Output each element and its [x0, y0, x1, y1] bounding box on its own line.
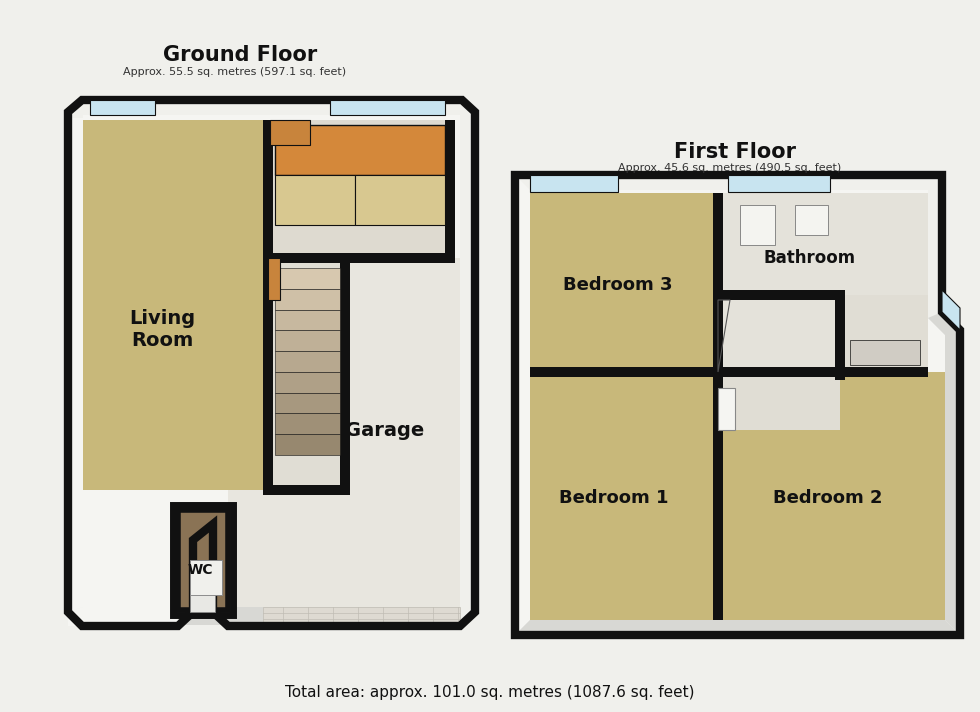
Polygon shape	[268, 253, 450, 263]
Polygon shape	[795, 205, 828, 235]
Text: Bathroom: Bathroom	[764, 249, 857, 267]
Polygon shape	[263, 120, 273, 490]
Polygon shape	[718, 290, 845, 300]
Polygon shape	[275, 392, 340, 414]
Polygon shape	[68, 118, 83, 612]
Polygon shape	[270, 120, 310, 145]
Polygon shape	[83, 115, 460, 607]
Text: Living
Room: Living Room	[129, 310, 195, 350]
Polygon shape	[530, 193, 718, 372]
Polygon shape	[83, 607, 228, 625]
Polygon shape	[530, 367, 928, 377]
Polygon shape	[275, 125, 445, 175]
Polygon shape	[928, 312, 960, 635]
Polygon shape	[83, 120, 268, 490]
Polygon shape	[713, 193, 723, 372]
Text: Ground Floor: Ground Floor	[163, 45, 318, 65]
Polygon shape	[530, 190, 945, 620]
Polygon shape	[718, 193, 928, 372]
Polygon shape	[340, 258, 350, 495]
Polygon shape	[840, 295, 928, 372]
Polygon shape	[530, 175, 618, 192]
Text: WC: WC	[187, 563, 213, 577]
Text: Bedroom 1: Bedroom 1	[560, 489, 668, 507]
Polygon shape	[718, 388, 735, 430]
Polygon shape	[718, 372, 945, 620]
Polygon shape	[850, 340, 920, 365]
Polygon shape	[718, 372, 840, 430]
Polygon shape	[275, 175, 355, 225]
Polygon shape	[330, 100, 445, 115]
Polygon shape	[835, 295, 845, 380]
Polygon shape	[190, 595, 215, 612]
Polygon shape	[275, 414, 340, 434]
Polygon shape	[355, 175, 445, 225]
Polygon shape	[275, 351, 340, 372]
Polygon shape	[515, 620, 960, 635]
Polygon shape	[68, 592, 193, 626]
Polygon shape	[263, 607, 460, 625]
Polygon shape	[275, 289, 340, 310]
Polygon shape	[740, 205, 775, 245]
Polygon shape	[268, 258, 280, 300]
Polygon shape	[268, 258, 345, 490]
Polygon shape	[275, 330, 340, 351]
Polygon shape	[268, 120, 450, 258]
Polygon shape	[90, 100, 155, 115]
Polygon shape	[942, 290, 960, 330]
Polygon shape	[68, 118, 83, 612]
Polygon shape	[275, 310, 340, 330]
Polygon shape	[713, 372, 723, 620]
Text: First Floor: First Floor	[674, 142, 796, 162]
Text: Approx. 55.5 sq. metres (597.1 sq. feet): Approx. 55.5 sq. metres (597.1 sq. feet)	[123, 67, 347, 77]
Polygon shape	[275, 434, 340, 455]
Text: Garage: Garage	[345, 421, 424, 439]
Polygon shape	[445, 120, 455, 263]
Polygon shape	[515, 175, 530, 635]
Polygon shape	[263, 485, 350, 495]
Polygon shape	[178, 510, 228, 610]
Text: Bedroom 2: Bedroom 2	[773, 489, 883, 507]
Text: Bedroom 3: Bedroom 3	[564, 276, 672, 294]
Polygon shape	[190, 560, 222, 595]
Polygon shape	[728, 175, 830, 192]
Polygon shape	[228, 607, 460, 625]
Polygon shape	[530, 372, 718, 620]
Text: Approx. 45.6 sq. metres (490.5 sq. feet): Approx. 45.6 sq. metres (490.5 sq. feet)	[618, 163, 842, 173]
Text: Total area: approx. 101.0 sq. metres (1087.6 sq. feet): Total area: approx. 101.0 sq. metres (10…	[285, 684, 695, 699]
Polygon shape	[275, 372, 340, 392]
Polygon shape	[228, 258, 460, 607]
Polygon shape	[275, 268, 340, 289]
